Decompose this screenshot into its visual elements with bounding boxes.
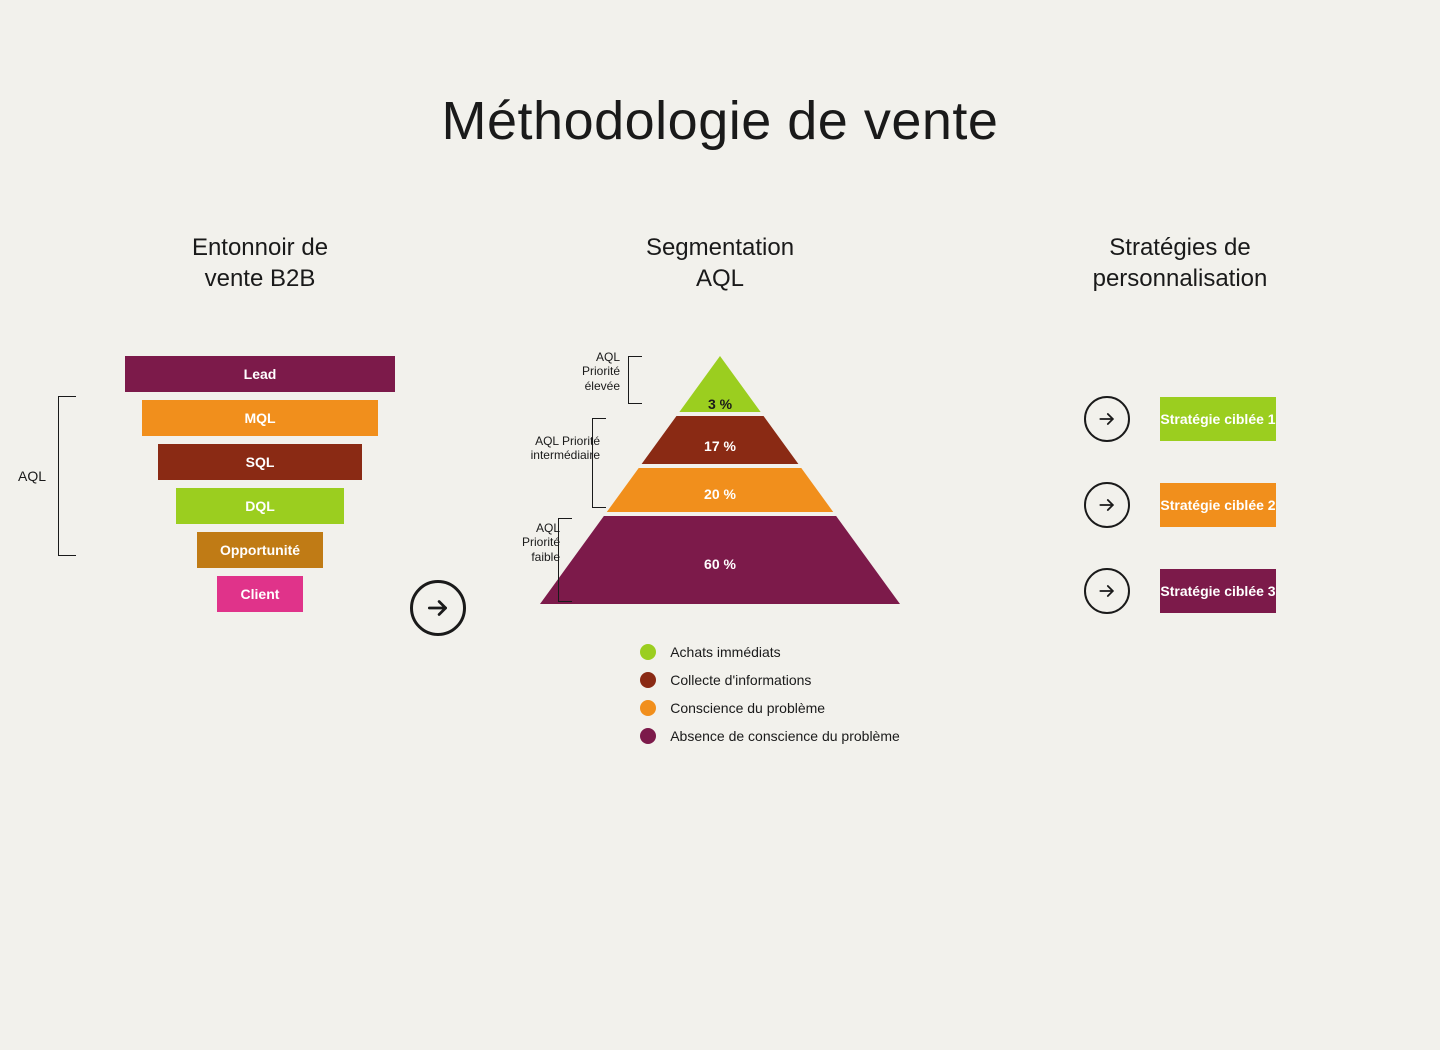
legend-item: Absence de conscience du problème: [640, 728, 900, 744]
page-title: Méthodologie de vente: [0, 90, 1440, 152]
strategy-row: Stratégie ciblée 3: [1084, 568, 1275, 614]
pyramid-bracket: [628, 356, 642, 404]
funnel-stage: Lead: [125, 356, 395, 392]
aql-bracket-label: AQL: [18, 468, 46, 484]
legend-label: Achats immédiats: [670, 644, 780, 660]
arrow-right-icon: [1084, 396, 1130, 442]
pyramid-title: SegmentationAQL: [646, 232, 794, 296]
arrow-right-icon: [1084, 568, 1130, 614]
pyramid-slice-label: 17 %: [704, 438, 736, 454]
pyramid-side-label: AQLPrioritéfaible: [522, 521, 560, 564]
strategy-box: Stratégie ciblée 1: [1160, 397, 1275, 441]
flow-arrow-icon: [410, 580, 466, 636]
pyramid-slice-label: 3 %: [708, 396, 732, 412]
pyramid-slice-label: 60 %: [704, 556, 736, 572]
funnel-title: Entonnoir devente B2B: [192, 232, 328, 296]
legend-dot-icon: [640, 700, 656, 716]
strategy-row: Stratégie ciblée 1: [1084, 396, 1275, 442]
pyramid-side-label: AQL Prioritéintermédiaire: [531, 434, 600, 463]
strategy-box: Stratégie ciblée 3: [1160, 569, 1275, 613]
pyramid-bracket: [592, 418, 606, 508]
funnel-stage: Client: [217, 576, 303, 612]
strategy-row: Stratégie ciblée 2: [1084, 482, 1275, 528]
pyramid-diagram: 3 %17 %20 %60 %AQLPrioritéélevéeAQL Prio…: [540, 356, 900, 604]
funnel-stage: SQL: [158, 444, 362, 480]
strategy-box: Stratégie ciblée 2: [1160, 483, 1275, 527]
funnel-diagram: AQL LeadMQLSQLDQLOpportunitéClient: [80, 356, 440, 612]
legend-item: Achats immédiats: [640, 644, 780, 660]
pyramid-slice-label: 20 %: [704, 486, 736, 502]
legend-label: Collecte d'informations: [670, 672, 811, 688]
funnel-stage: MQL: [142, 400, 378, 436]
legend-label: Absence de conscience du problème: [670, 728, 900, 744]
pyramid-legend: Achats immédiats Collecte d'informations C…: [640, 644, 900, 744]
funnel-column: Entonnoir devente B2B AQL LeadMQLSQLDQLO…: [80, 232, 440, 744]
legend-item: Conscience du problème: [640, 700, 825, 716]
pyramid-column: SegmentationAQL 3 % 17 % 20 % 60 % AQLPriori…: [480, 232, 960, 744]
legend-dot-icon: [640, 644, 656, 660]
legend-item: Collecte d'informations: [640, 672, 811, 688]
funnel-stage: Opportunité: [197, 532, 323, 568]
arrow-right-icon: [1084, 482, 1130, 528]
legend-dot-icon: [640, 728, 656, 744]
strategies-column: Stratégies depersonnalisation Stratégie …: [1000, 232, 1360, 744]
funnel-stage: DQL: [176, 488, 344, 524]
strategies-rows: Stratégie ciblée 1 Stratégie ciblée 2 Stra…: [1084, 396, 1275, 614]
legend-label: Conscience du problème: [670, 700, 825, 716]
pyramid-side-label: AQLPrioritéélevée: [582, 350, 620, 393]
columns-container: Entonnoir devente B2B AQL Lead MQL SQL DQL O…: [0, 232, 1440, 744]
legend-dot-icon: [640, 672, 656, 688]
aql-bracket: AQL: [28, 396, 78, 556]
pyramid-bracket: [558, 518, 572, 602]
strategies-title: Stratégies depersonnalisation: [1093, 232, 1268, 296]
